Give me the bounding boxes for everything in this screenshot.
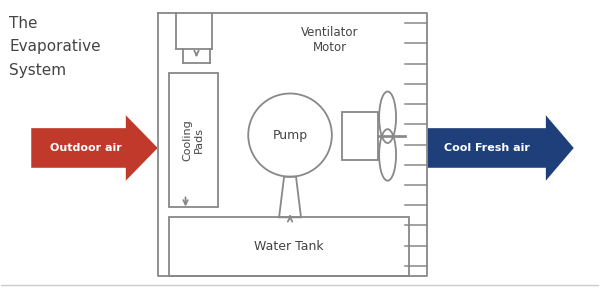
Text: The: The [10,16,38,31]
Text: Evaporative: Evaporative [10,39,101,54]
Text: Cool Fresh air: Cool Fresh air [443,143,530,153]
Text: System: System [10,63,67,78]
Bar [342,112,377,160]
Text: Pump: Pump [272,128,308,142]
Bar [169,217,409,276]
Text: Cooling
Pads: Cooling Pads [182,119,204,161]
Bar [169,73,218,207]
Text: Ventilator
Motor: Ventilator Motor [301,26,359,54]
Text: Water Tank: Water Tank [254,240,324,253]
Polygon shape [427,115,574,181]
Text: Outdoor air: Outdoor air [50,143,122,153]
Polygon shape [31,115,158,181]
